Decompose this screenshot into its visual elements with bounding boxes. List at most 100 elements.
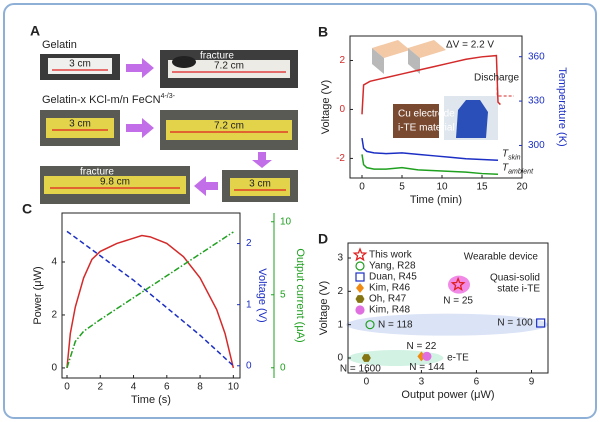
- y3-axis-label: Output current (μA): [294, 248, 306, 342]
- marker: [450, 276, 466, 291]
- photo-text: 7.2 cm: [214, 61, 244, 72]
- annotation: Quasi-solid: [490, 273, 540, 284]
- row-label: Gelatin: [42, 39, 77, 51]
- arrow: [126, 118, 154, 138]
- x-tick-label: 8: [197, 382, 203, 393]
- point-note: N = 22: [407, 341, 437, 352]
- y-axis-label: Power (μW): [32, 266, 44, 324]
- x-tick-label: 3: [419, 377, 425, 388]
- line-series: [361, 154, 499, 176]
- inset-block: [372, 40, 410, 58]
- photo-text: fracture: [80, 167, 114, 178]
- annotation: e-TE: [447, 353, 469, 364]
- plot-frame: [349, 35, 523, 179]
- plot-frame: [347, 242, 549, 374]
- y3-tick-label: 0: [280, 362, 286, 373]
- y-tick-label: 0: [339, 104, 345, 115]
- label-sub: ambient: [508, 168, 534, 175]
- legend-label: Duan, R45: [369, 272, 417, 283]
- sample: [46, 118, 114, 138]
- y-tick-label: 2: [51, 310, 57, 321]
- x-tick-label: 6: [164, 382, 170, 393]
- measure-lines: [50, 69, 288, 191]
- y2-tick-label: 360: [528, 51, 545, 62]
- y2-tick-label: 300: [528, 140, 545, 151]
- y-tick-label: 3: [337, 253, 343, 264]
- arrows: [126, 58, 272, 196]
- y-axis-label: Voltage (V): [320, 80, 332, 134]
- marker: [355, 295, 365, 303]
- label-main: T: [502, 148, 509, 159]
- marker: [361, 354, 371, 362]
- marker: [365, 320, 375, 330]
- annotation: Wearable device: [464, 252, 539, 263]
- legend-label: Kim, R48: [369, 305, 411, 316]
- y3-tick-label: 5: [280, 289, 286, 300]
- glove: [456, 100, 488, 138]
- x-tick-label: 20: [516, 182, 528, 193]
- x-tick-label: 10: [436, 182, 448, 193]
- x-tick-label: 6: [474, 377, 480, 388]
- x-axis-label: Time (min): [410, 194, 462, 206]
- region: [448, 275, 471, 294]
- region: [346, 313, 548, 336]
- marker: [355, 305, 365, 315]
- line-series: [66, 231, 234, 369]
- annotation: Discharge: [474, 73, 519, 84]
- x-tick-label: 9: [529, 377, 535, 388]
- marker: [536, 318, 546, 328]
- panel-letter: C: [22, 201, 32, 217]
- arrow: [194, 176, 218, 196]
- y2-tick-label: 2: [246, 238, 252, 249]
- y2-tick-label: 0: [246, 360, 252, 371]
- label-main: T: [502, 162, 509, 173]
- label-sup: 4-/3-: [161, 93, 176, 100]
- annotation: Cu electrode: [398, 109, 455, 120]
- panel-letter: B: [318, 24, 328, 40]
- arrow: [252, 152, 272, 168]
- inset-block: [372, 48, 384, 74]
- legend-label: This work: [369, 250, 413, 261]
- line-series: [361, 137, 499, 161]
- y2-tick-label: 1: [246, 299, 252, 310]
- y2-axis-label: Temperature (K): [556, 67, 568, 146]
- insets: [372, 40, 498, 140]
- annotation: ΔV = 2.2 V: [446, 40, 494, 51]
- y-tick-label: 0: [337, 353, 343, 364]
- y-axis-label: Voltage (V): [318, 281, 330, 335]
- label-main: Gelatin-x KCl-m/n FeCN: [42, 94, 161, 106]
- row-label: Gelatin-x KCl-m/n FeCN4-/3-: [42, 93, 176, 106]
- y-tick-label: 2: [337, 286, 343, 297]
- discharge-arrow: [496, 87, 514, 97]
- marker: [356, 283, 364, 293]
- y-tick-label: 2: [339, 55, 345, 66]
- inset-block: [408, 48, 420, 74]
- x-tick-label: 0: [364, 377, 370, 388]
- inset-photo: [393, 104, 439, 138]
- point-note: N = 144: [409, 362, 445, 373]
- panel-a: A Gelatin Gelatin-x KCl-m/n FeCN4-/3-: [30, 23, 298, 204]
- annotation: state i-TE: [497, 284, 540, 295]
- point-note: N = 100: [497, 318, 533, 329]
- sample: [230, 178, 290, 196]
- y-tick-label: 0: [51, 363, 57, 374]
- fracture: [172, 56, 196, 68]
- point-note: N = 25: [443, 295, 473, 306]
- panel-letter: A: [30, 23, 40, 39]
- photo-text: 3 cm: [69, 59, 91, 70]
- line-series: [361, 54, 501, 115]
- legend-label: Oh, R47: [369, 294, 407, 305]
- y-tick-label: 1: [337, 319, 343, 330]
- series-label: Tambient: [502, 162, 534, 175]
- point-note: N = 118: [378, 319, 413, 330]
- y2-tick-label: 330: [528, 96, 545, 107]
- panel-letter: D: [318, 231, 328, 247]
- sample: [44, 176, 186, 194]
- plot-frame: [61, 212, 241, 379]
- marker: [355, 261, 365, 271]
- line-series: [66, 230, 234, 367]
- line-series: [66, 234, 235, 369]
- inset-block: [408, 40, 446, 58]
- photo-text: 3 cm: [249, 179, 271, 190]
